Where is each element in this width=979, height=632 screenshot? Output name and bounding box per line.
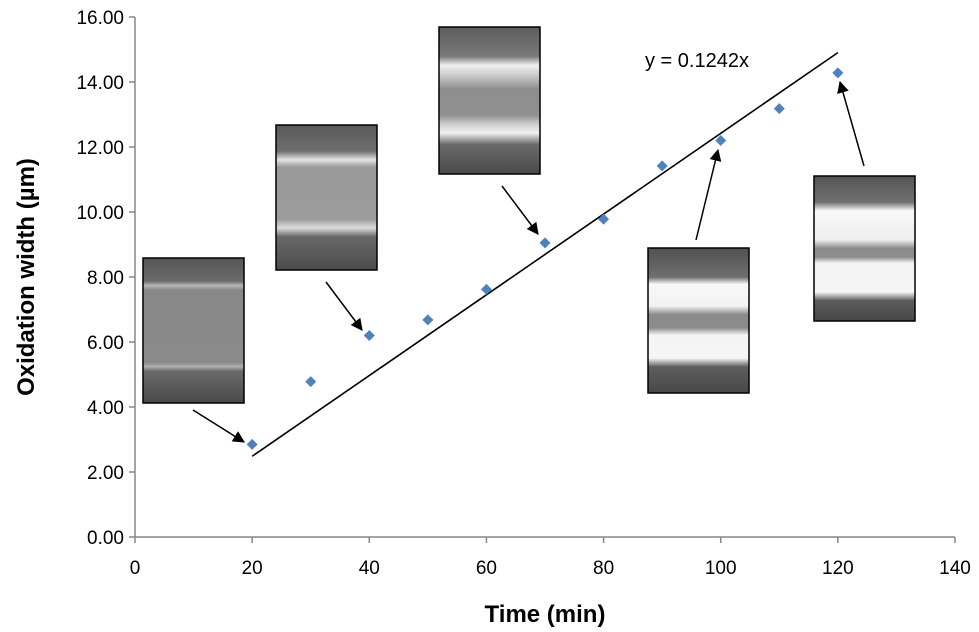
trendline-equation: y = 0.1242x	[645, 50, 749, 72]
data-point	[246, 438, 258, 450]
data-point	[598, 213, 610, 225]
x-tick-label: 80	[593, 558, 614, 579]
x-ticks: 0 20 40 60 80 100 120 140	[130, 537, 971, 579]
arrow-70min	[501, 185, 539, 235]
y-tick-label: 10.00	[76, 203, 124, 224]
y-tick-label: 14.00	[76, 73, 124, 94]
x-tick-label: 40	[359, 558, 380, 579]
micrograph-20min	[142, 257, 245, 404]
axes: 0.00 2.00 4.00 6.00 8.00 10.00 12.00 14.00 16.00…	[13, 8, 971, 628]
x-tick-label: 60	[476, 558, 497, 579]
y-axis-title: Oxidation width (µm)	[13, 158, 40, 396]
x-tick-label: 140	[939, 558, 971, 579]
micrograph-100min	[647, 247, 750, 394]
data-point	[539, 237, 551, 249]
trendline	[251, 51, 839, 457]
data-point	[773, 103, 785, 115]
y-tick-label: 0.00	[87, 528, 124, 549]
arrow-120min	[837, 80, 865, 167]
arrow-40min	[325, 281, 363, 331]
micrograph-40min	[275, 124, 378, 271]
x-axis-title: Time (min)	[485, 601, 606, 628]
y-tick-label: 8.00	[87, 268, 124, 289]
inset-arrows	[192, 80, 865, 443]
x-tick-label: 20	[242, 558, 263, 579]
data-points	[246, 67, 844, 450]
arrow-20min	[192, 409, 246, 443]
x-tick-label: 100	[705, 558, 737, 579]
inset-micrographs	[142, 26, 916, 404]
micrograph-120min	[813, 175, 916, 322]
data-point	[422, 314, 434, 326]
data-point	[363, 330, 375, 341]
micrograph-70min	[438, 26, 541, 175]
y-tick-label: 6.00	[87, 333, 124, 354]
y-tick-label: 4.00	[87, 398, 124, 419]
y-ticks: 0.00 2.00 4.00 6.00 8.00 10.00 12.00 14.00 16.00	[76, 8, 135, 549]
y-tick-label: 16.00	[76, 8, 124, 29]
data-point	[715, 135, 727, 146]
data-point	[832, 67, 844, 79]
arrow-100min	[695, 148, 722, 241]
y-tick-label: 12.00	[76, 138, 124, 159]
y-tick-label: 2.00	[87, 463, 124, 484]
x-tick-label: 120	[822, 558, 854, 579]
data-point	[480, 283, 492, 295]
data-point	[656, 160, 668, 172]
x-tick-label: 0	[130, 558, 141, 579]
data-point	[305, 376, 317, 388]
